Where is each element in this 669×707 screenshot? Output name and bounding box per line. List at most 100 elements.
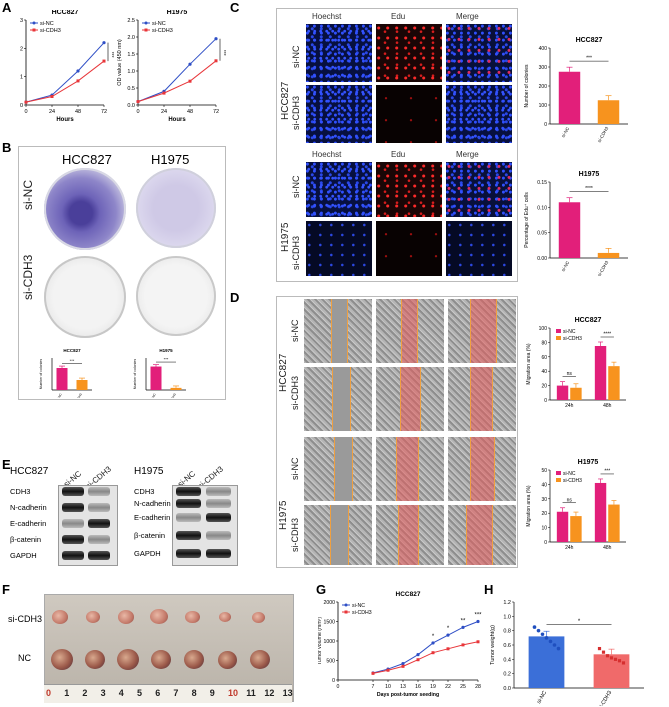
row-label-c2-si-nc: si-NC	[291, 175, 301, 199]
tumor-si-cdh3	[184, 610, 200, 624]
sig-label: ns	[567, 371, 573, 377]
y-tick-label: 1.0	[127, 69, 135, 75]
x-tick-label: 48	[75, 109, 81, 115]
sig-label: ***	[586, 56, 592, 62]
sig-label: ns	[567, 497, 573, 503]
tumor-nc	[184, 650, 204, 669]
point-si-nc	[544, 636, 549, 640]
col-label-hoechst-2: Hoechst	[312, 150, 342, 159]
legend-marker-si-nc	[32, 21, 36, 25]
point-si-nc	[102, 41, 106, 45]
point-si-cdh3	[76, 79, 80, 83]
y-tick-label: 0	[332, 678, 335, 684]
y-tick-label: 1.5	[127, 52, 135, 58]
point-si-cdh3	[597, 646, 602, 651]
y-axis-label: Tumor volume (mm³)	[318, 617, 323, 665]
tumor-weight-chart: 0.0 0.2 0.4 0.6 0.8 1.0 1.2 Tumor weight(g) si-N…	[490, 600, 644, 706]
y-tick-label: 0.15	[537, 180, 547, 186]
category-label: si-CDH3	[597, 260, 610, 276]
col-label-merge-2: Merge	[456, 150, 479, 159]
point-si-nc	[214, 37, 218, 41]
blot-left: CDH3 N-cadherin E-cadherin β-catenin GAP…	[10, 485, 120, 567]
colony-bars-c-hcc827: 0 100 200 300 400 HCC827 Number of colonies si-…	[524, 37, 628, 143]
point-si-cdh3	[371, 671, 375, 675]
point-si-nc	[556, 646, 561, 651]
ruler-number: 13	[282, 688, 293, 698]
x-axis-label: Days post-tumor seeding	[377, 692, 439, 698]
bar-si-nc	[150, 366, 162, 390]
x-tick-label: 22	[445, 684, 451, 690]
image-edu-hcc827-si-cdh3	[376, 85, 442, 143]
series-line-si-cdh3	[25, 60, 105, 103]
bar-si-cdh3	[570, 387, 582, 400]
y-tick-label: 300	[539, 65, 548, 71]
band-bcat-kd-right	[206, 531, 231, 540]
y-tick-label: 3	[20, 18, 23, 24]
y-tick-label: 2.5	[127, 18, 135, 24]
y-axis-label: Migration area (%)	[526, 485, 532, 526]
y-tick-label: 10	[541, 526, 547, 532]
y-axis-label: OD value (450 nm)	[10, 39, 11, 86]
tumor-row-label-si-cdh3: si-CDH3	[8, 614, 43, 624]
blot-right: CDH3 N-cadherin E-cadherin β-catenin GAP…	[134, 485, 244, 567]
sig-label: **	[461, 618, 466, 624]
cell-label-h1975-c: H1975	[280, 222, 291, 252]
point-si-cdh3	[162, 91, 166, 95]
scratch-h1975-si-cdh3-48h	[448, 505, 516, 565]
tumor-si-cdh3	[52, 610, 68, 624]
image-hoechst-hcc827-si-cdh3	[306, 85, 372, 143]
legend-label-si-cdh3: si-CDH3	[563, 336, 582, 342]
ruler-number: 2	[82, 688, 88, 698]
band-ecad-nc-right	[176, 513, 201, 522]
bar-si-nc	[556, 511, 569, 542]
y-tick-label: 200	[539, 84, 548, 90]
tumor-si-cdh3	[86, 611, 100, 623]
ruler	[44, 684, 292, 703]
row-label-c1-si-cdh3: si-CDH3	[291, 95, 301, 130]
x-tick-label: 19	[430, 684, 436, 690]
image-merge-h1975-si-cdh3	[446, 221, 512, 276]
y-tick-label: 500	[326, 659, 335, 665]
bar-si-cdh3	[608, 504, 620, 542]
tumor-si-cdh3	[251, 611, 265, 623]
category-label: si-CDH3	[168, 392, 177, 398]
ruler-number: 5	[137, 688, 143, 698]
point-si-nc	[76, 69, 80, 73]
tumor-row-label-nc: NC	[18, 653, 31, 663]
scratch-hcc827-si-nc-48h	[448, 299, 516, 363]
bar-si-cdh3	[76, 380, 88, 390]
band-bcat-nc-left	[62, 535, 84, 544]
row-label-si-cdh3: si-CDH3	[21, 254, 35, 300]
cell-label-h1975-d: H1975	[278, 500, 289, 530]
y-tick-label: 0.0	[503, 686, 511, 692]
category-label: si-NC	[560, 125, 570, 138]
y-tick-label: 2000	[323, 600, 335, 606]
point-si-cdh3	[24, 100, 28, 104]
growth-curves-a: 0 1 2 3 0 24 48 72 HCC827 Hours OD value (450 nm) s…	[10, 10, 226, 123]
point-si-cdh3	[136, 100, 140, 104]
col-label-h1975: H1975	[151, 152, 190, 167]
point-si-cdh3	[416, 658, 420, 662]
chart-title: HCC827	[52, 10, 79, 16]
bar-si-nc	[556, 385, 569, 400]
legend-swatch-si-nc	[556, 329, 561, 333]
y-tick-label: 2	[20, 46, 23, 52]
row-label-d2-si-nc: si-NC	[290, 457, 300, 481]
blot-label-cdh3-right: CDH3	[134, 487, 155, 496]
y-tick-label: 0.10	[537, 205, 547, 211]
sig-label: ***	[164, 357, 169, 362]
y-tick-label: 0	[544, 122, 547, 128]
y-tick-label: 60	[541, 355, 547, 361]
blot-label-gapdh-right: GAPDH	[134, 549, 161, 558]
legend-marker-si-cdh3	[32, 28, 36, 32]
y-tick-label: 40	[541, 369, 547, 375]
y-tick-label: 1.2	[503, 600, 511, 606]
image-hoechst-h1975-si-nc	[306, 162, 372, 217]
series-line-si-cdh3	[372, 641, 479, 674]
tumor-nc	[85, 650, 105, 669]
band-ncad-kd-left	[88, 503, 110, 512]
col-label-edu-2: Edu	[391, 150, 406, 159]
y-tick-label: 1500	[323, 620, 335, 626]
bar-si-cdh3	[570, 516, 582, 542]
